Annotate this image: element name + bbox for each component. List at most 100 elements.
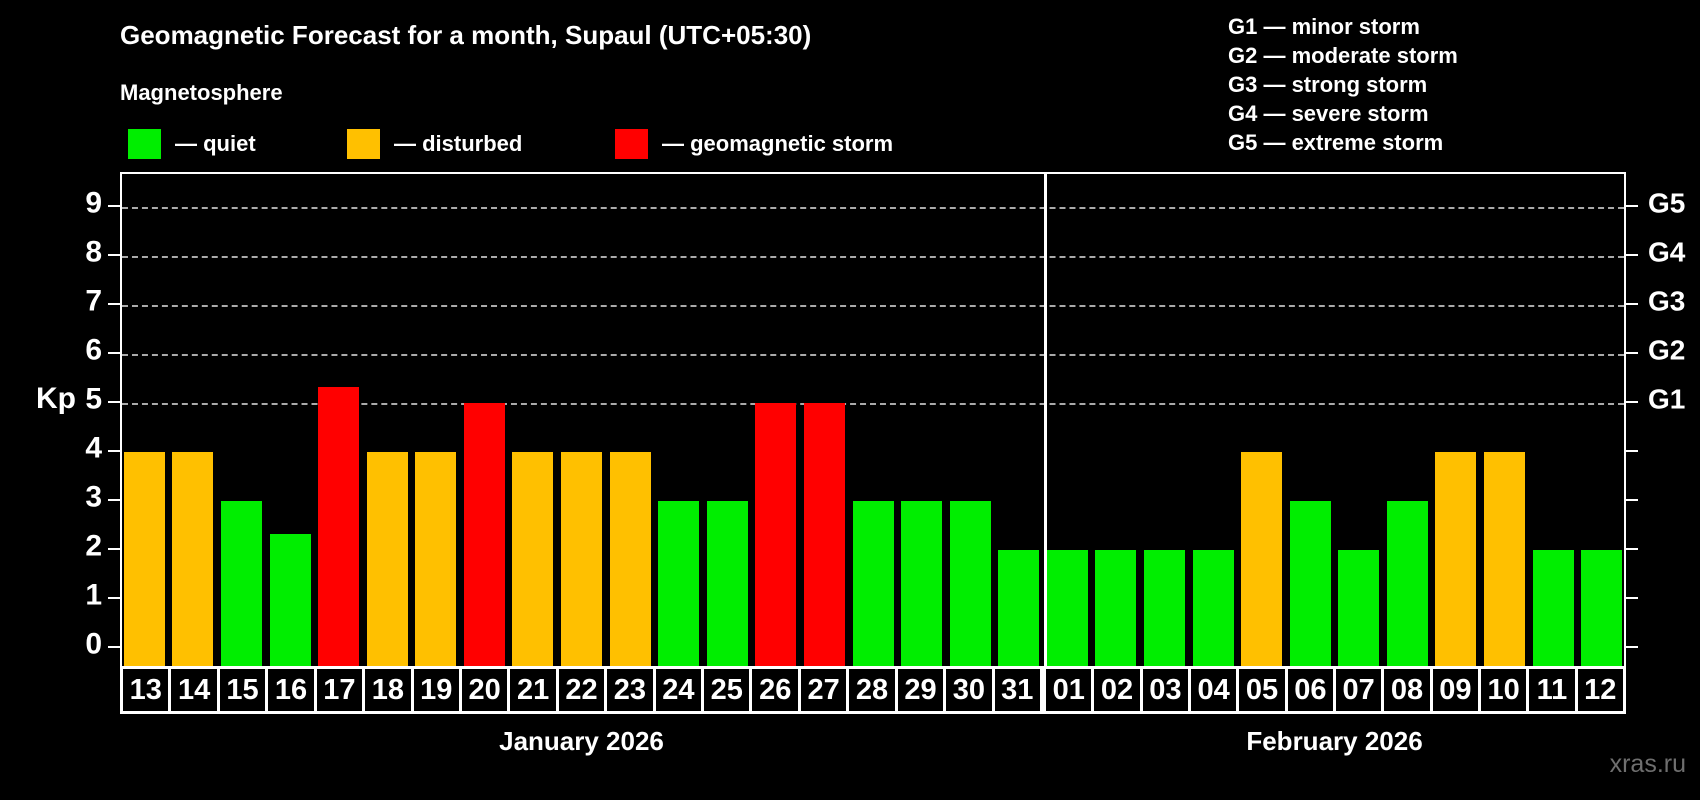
y-tick-label-7: 7: [85, 284, 102, 318]
kp-bar-january-22: [561, 452, 603, 666]
gridline-kp6: [122, 354, 1624, 356]
day-label-january-15: 15: [220, 669, 269, 711]
day-label-january-24: 24: [656, 669, 705, 711]
kp-bar-january-26: [755, 403, 797, 666]
day-label-february-09: 09: [1433, 669, 1481, 711]
legend-storm-label: — geomagnetic storm: [662, 131, 894, 156]
y-tick-label-3: 3: [85, 480, 102, 514]
day-label-january-22: 22: [559, 669, 608, 711]
left-tick-kp7: [108, 303, 120, 305]
legend-quiet-label: — quiet: [175, 131, 256, 156]
kp-bar-february-07: [1338, 550, 1380, 666]
day-label-february-02: 02: [1094, 669, 1143, 711]
kp-bar-january-29: [901, 501, 943, 666]
g2-legend-line: G2 — moderate storm: [1228, 43, 1458, 68]
kp-bar-january-17: [318, 386, 360, 666]
right-tick-kp3: [1626, 499, 1638, 501]
legend-item-quiet: — quiet: [128, 128, 256, 160]
right-tick-kp9: [1626, 205, 1638, 207]
left-tick-kp1: [108, 597, 120, 599]
right-axis-label-g3: G3: [1648, 285, 1686, 317]
day-label-february-08: 08: [1384, 669, 1433, 711]
right-tick-kp5: [1626, 401, 1638, 403]
kp-bar-february-01: [1046, 550, 1088, 666]
left-tick-kp2: [108, 548, 120, 550]
kp-bar-january-15: [220, 501, 262, 666]
day-label-january-26: 26: [752, 669, 801, 711]
gridline-kp7: [122, 305, 1624, 307]
y-tick-label-4: 4: [85, 431, 102, 465]
day-label-january-18: 18: [365, 669, 414, 711]
legend-item-storm: — geomagnetic storm: [615, 128, 893, 160]
right-tick-kp7: [1626, 303, 1638, 305]
day-label-january-25: 25: [704, 669, 753, 711]
kp-bar-january-14: [172, 452, 214, 666]
y-tick-label-1: 1: [85, 578, 102, 612]
month-label-january: January 2026: [499, 726, 664, 756]
day-label-february-01: 01: [1046, 669, 1095, 711]
kp-bar-january-28: [852, 501, 894, 666]
day-label-january-20: 20: [462, 669, 511, 711]
kp-bar-february-04: [1192, 550, 1234, 666]
kp-bar-january-24: [658, 501, 700, 666]
day-label-february-12: 12: [1584, 673, 1617, 706]
kp-bar-january-23: [609, 452, 651, 666]
g5-legend-line: G5 — extreme storm: [1228, 130, 1444, 155]
gridline-kp8: [122, 256, 1624, 258]
page-title: Geomagnetic Forecast for a month, Supaul…: [120, 20, 812, 50]
day-label-january-28: 28: [849, 669, 898, 711]
kp-bar-february-12: [1581, 550, 1623, 666]
disturbed-color-swatch: [347, 129, 380, 159]
y-tick-label-6: 6: [85, 333, 102, 367]
kp-bar-february-11: [1532, 550, 1574, 666]
kp-bar-january-30: [949, 501, 991, 666]
kp-bar-january-18: [366, 452, 408, 666]
kp-bar-february-09: [1435, 452, 1477, 666]
left-tick-kp0: [108, 646, 120, 648]
kp-bar-january-21: [512, 452, 554, 666]
day-label-january-16: 16: [268, 669, 317, 711]
g3-legend-line: G3 — strong storm: [1228, 72, 1428, 97]
right-tick-kp0: [1626, 646, 1638, 648]
day-label-february-06: 06: [1288, 669, 1336, 711]
day-label-february-10: 10: [1481, 669, 1530, 711]
storm-color-swatch: [615, 129, 648, 159]
kp-bar-february-06: [1289, 501, 1331, 666]
right-tick-kp4: [1626, 450, 1638, 452]
right-tick-kp1: [1626, 597, 1638, 599]
y-tick-label-2: 2: [85, 529, 102, 563]
kp-bar-february-02: [1095, 550, 1137, 666]
day-label-january-21: 21: [510, 669, 559, 711]
quiet-color-swatch: [128, 129, 161, 159]
day-label-january-17: 17: [317, 669, 366, 711]
y-tick-label-0: 0: [85, 627, 102, 661]
right-tick-kp8: [1626, 254, 1638, 256]
kp-bar-january-20: [463, 403, 505, 666]
left-tick-kp5: [108, 401, 120, 403]
day-axis-january: 13 14 15 16 17 18 19 20 21 22 23 24 25 26 27 28 29 30 31: [120, 666, 1044, 714]
magnetosphere-label: Magnetosphere: [120, 80, 283, 105]
kp-bar-january-13: [123, 452, 165, 666]
g1-legend-line: G1 — minor storm: [1228, 14, 1420, 39]
right-tick-kp6: [1626, 352, 1638, 354]
right-axis-label-g2: G2: [1648, 334, 1686, 366]
kp-bar-january-16: [269, 533, 311, 666]
month-separator-line: [1043, 174, 1047, 666]
gridline-kp9: [122, 207, 1624, 209]
kp-bar-january-19: [415, 452, 457, 666]
day-label-february-05: 05: [1239, 669, 1288, 711]
day-label-february-04: 04: [1191, 669, 1240, 711]
kp-bar-january-31: [998, 550, 1040, 666]
legend-item-disturbed: — disturbed: [347, 128, 522, 160]
g4-legend-line: G4 — severe storm: [1228, 101, 1429, 126]
right-axis-label-g1: G1: [1648, 383, 1686, 415]
day-label-february-07: 07: [1336, 669, 1385, 711]
y-axis-title: Kp: [36, 382, 76, 415]
kp-bar-february-05: [1241, 452, 1283, 666]
day-label-january-31: 31: [1001, 673, 1034, 706]
kp-bar-february-03: [1143, 550, 1185, 666]
day-label-january-19: 19: [414, 669, 462, 711]
left-tick-kp6: [108, 352, 120, 354]
kp-bar-february-08: [1386, 501, 1428, 666]
y-tick-label-9: 9: [85, 186, 102, 220]
